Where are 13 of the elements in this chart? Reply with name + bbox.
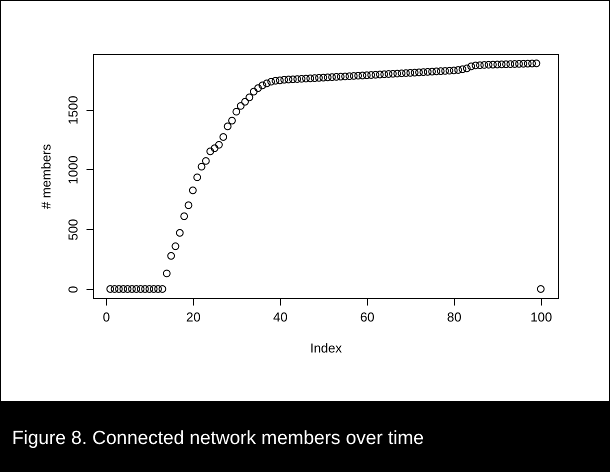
x-tick-label: 20: [186, 310, 201, 324]
caption: Figure 8. Connected network members over time: [0, 401, 610, 472]
x-tick-label: 60: [360, 310, 375, 324]
x-tick-label: 0: [102, 310, 110, 324]
x-tick-label: 100: [530, 310, 552, 324]
y-tick-label: 0: [66, 286, 80, 294]
x-axis-title: Index: [310, 340, 342, 356]
x-tick-label: 80: [447, 310, 462, 324]
y-tick-label: 1500: [66, 96, 80, 125]
y-tick-label: 500: [66, 218, 80, 241]
y-axis-title: # members: [38, 143, 54, 210]
y-tick-label: 1000: [66, 155, 80, 184]
x-tick-label: 40: [273, 310, 288, 324]
